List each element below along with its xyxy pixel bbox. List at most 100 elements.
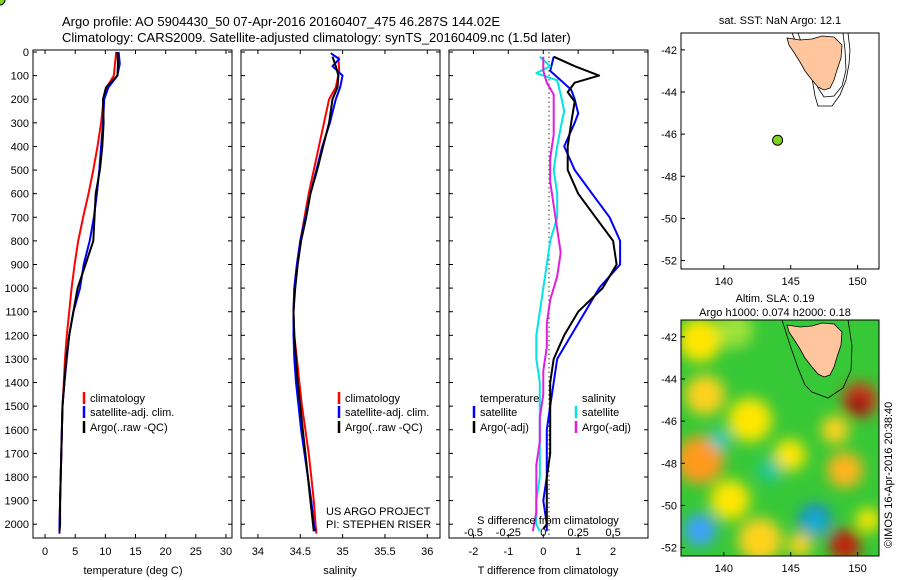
lat-tick-label: -52 (661, 256, 677, 268)
x-tick-label: 2 (610, 546, 616, 558)
depth-tick-label: 2000 (5, 519, 29, 531)
x-tick-label: 34.5 (290, 546, 311, 558)
sst-map-axis-ticks: 140 145 150 -42 -44 -46 -48 -50 -52 (661, 45, 867, 288)
sla-blob (717, 320, 753, 348)
x-tick-label: -2 (469, 546, 479, 558)
argo-float-marker-sla (0, 0, 6, 6)
salinity-legend: climatology satellite-adj. clim. Argo(..… (337, 392, 429, 434)
x-tick-label: 35 (336, 546, 348, 558)
lat-tick-label: -50 (661, 213, 677, 225)
sla-blob (774, 439, 806, 471)
sla-blob (710, 430, 730, 450)
altimetry-map-title-line2: Argo h1000: 0.074 h2000: 0.18 (699, 307, 851, 319)
sla-blob (807, 514, 823, 530)
lat-tick-label: -44 (661, 87, 677, 99)
x-tick-label: 10 (99, 546, 111, 558)
depth-tick-label: 400 (11, 141, 29, 153)
depth-tick-label: 1100 (5, 307, 29, 319)
x-tick-label: 0 (42, 546, 48, 558)
legend-title-temperature: temperature (480, 393, 539, 405)
temperature-axis-label: temperature (deg C) (83, 565, 182, 577)
legend-label-t-argo: Argo(-adj) (480, 422, 529, 434)
legend-label-argo: Argo(..raw -QC) (345, 422, 423, 434)
salinity-plot-frame (240, 49, 441, 539)
x-tick-label: 20 (160, 546, 172, 558)
lon-tick-label: 150 (848, 276, 866, 288)
depth-tick-label: 200 (11, 94, 29, 106)
temperature-plot-frame (32, 49, 233, 539)
sla-blob (829, 529, 861, 556)
temperature-panel: 0100200300400500600700800900100011001200… (5, 47, 233, 577)
depth-tick-label: 600 (11, 189, 29, 201)
altimetry-map-title-line1: Altim. SLA: 0.19 (736, 293, 815, 305)
lon-tick-label: 145 (782, 276, 800, 288)
s-tick-label: 0.25 (567, 527, 588, 539)
sst-map-panel: sat. SST: NaN Argo: 12.1 140 145 150 -42 -44… (661, 15, 880, 288)
x-tick-label: 30 (220, 546, 232, 558)
sst-map-title: sat. SST: NaN Argo: 12.1 (719, 15, 841, 27)
profile-line-3 (535, 55, 566, 532)
depth-tick-label: 1900 (5, 496, 29, 508)
profile-line-1 (542, 56, 622, 532)
depth-axis-ticks: 0 100 200 300 400 500 600 700 800 900 1000 1100 1200… (5, 47, 232, 531)
sla-blob (758, 458, 782, 482)
depth-tick-label: 100 (11, 71, 29, 83)
difference-depth-ticks (449, 51, 648, 525)
figure-title-line2: Climatology: CARS2009. Satellite-adjuste… (62, 30, 571, 45)
sla-blob (681, 320, 722, 362)
lat-tick-label: -46 (661, 129, 677, 141)
sla-blob (738, 518, 782, 556)
sla-blob (684, 514, 716, 546)
s-tick-label: 0 (540, 527, 546, 539)
difference-legend: temperature salinity satellite Argo(-adj… (472, 393, 631, 434)
imos-timestamp-label: ©IMOS 16-Apr-2016 20:38:40 (883, 402, 895, 548)
depth-tick-label: 1000 (5, 283, 29, 295)
difference-plot-frame (448, 49, 649, 539)
lat-tick-label: -44 (661, 374, 677, 386)
lon-tick-label: 140 (715, 563, 733, 575)
x-tick-label: -1 (503, 546, 513, 558)
depth-tick-label: 800 (11, 236, 29, 248)
salinity-axis-label: salinity (323, 565, 357, 577)
salinity-profile-lines (292, 52, 344, 534)
salinity-depth-ticks (241, 51, 440, 525)
lon-tick-label: 140 (715, 276, 733, 288)
profile-line-3 (292, 56, 340, 532)
difference-profile-lines (531, 55, 622, 532)
lat-tick-label: -48 (661, 458, 677, 470)
legend-title-salinity: salinity (582, 393, 616, 405)
depth-tick-label: 1400 (5, 378, 29, 390)
lon-tick-label: 145 (782, 563, 800, 575)
sla-blob (681, 436, 724, 484)
x-tick-label: 0 (540, 546, 546, 558)
argo-float-marker (772, 134, 784, 146)
difference-panel: -2 -1 0 1 2 -0.5 -0.25 0 0.25 0.5 temperature sa… (448, 49, 649, 577)
x-tick-label: 35.5 (374, 546, 395, 558)
lat-tick-label: -48 (661, 171, 677, 183)
altimetry-map-axis-ticks: 140 145 150 -42 -44 -46 -48 -50 -52 (661, 332, 867, 575)
depth-tick-label: 1600 (5, 425, 29, 437)
depth-tick-label: 300 (11, 118, 29, 130)
pi-annotation: PI: STEPHEN RISER (326, 519, 431, 531)
shelf-contour-sla (781, 320, 853, 399)
sla-blob (856, 508, 879, 532)
temperature-legend: climatology satellite-adj. clim. Argo(..… (82, 392, 174, 434)
project-annotation: US ARGO PROJECT (326, 506, 431, 518)
s-tick-label: 0.5 (605, 527, 620, 539)
depth-tick-label: 1300 (5, 354, 29, 366)
depth-tick-label: 1800 (5, 472, 29, 484)
sla-blob (685, 375, 725, 415)
sst-map-frame (680, 32, 880, 270)
legend-label-climatology: climatology (345, 393, 401, 405)
figure-title-line1: Argo profile: AO 5904430_50 07-Apr-2016 … (62, 14, 500, 29)
salinity-panel: 34 34.5 35 35.5 36 climatology satellite-adj… (240, 49, 441, 577)
legend-label-climatology: climatology (90, 393, 146, 405)
temperature-profile-lines (58, 51, 121, 534)
profile-line-4 (531, 56, 562, 532)
sla-blob (848, 395, 868, 415)
sla-blob (788, 533, 812, 556)
depth-tick-label: 1500 (5, 401, 29, 413)
lat-tick-label: -42 (661, 332, 677, 344)
